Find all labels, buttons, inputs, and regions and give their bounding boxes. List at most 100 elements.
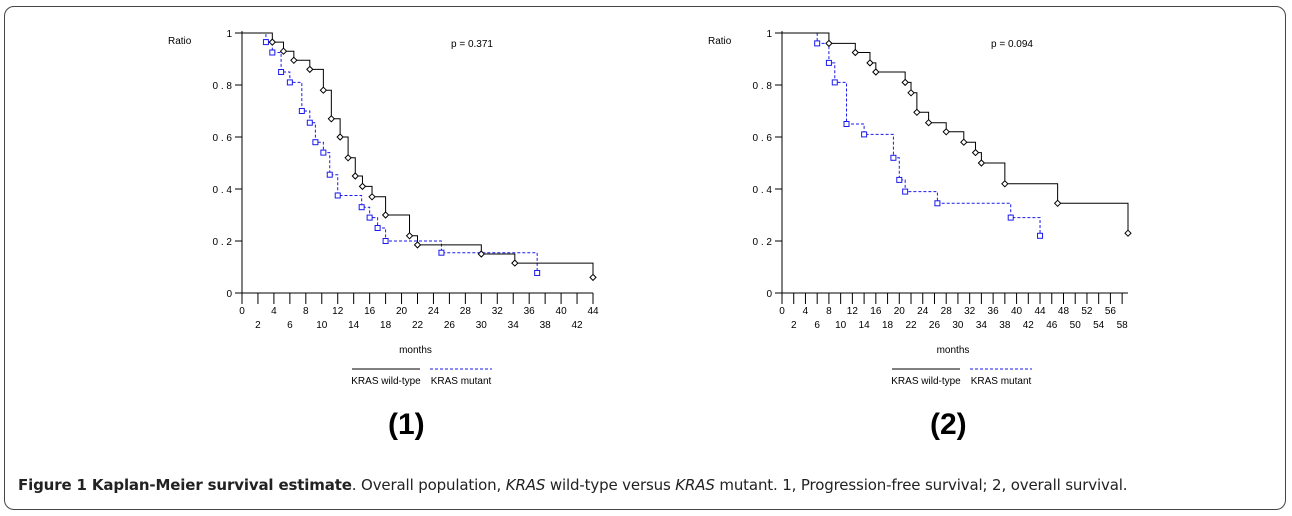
caption-italic-kras-1: KRAS [505, 476, 546, 494]
caption-title: Figure 1 Kaplan-Meier survival estimate [18, 476, 352, 494]
x-tick-label: 30 [952, 320, 964, 331]
mutant-event-marker [278, 69, 285, 75]
wild-type-event-marker [511, 259, 519, 267]
x-tick-label: 30 [476, 320, 488, 331]
wild-type-event-marker [589, 273, 597, 282]
p-value-annotation: p = 0.094 [991, 39, 1033, 50]
x-tick-label: 28 [460, 306, 472, 317]
y-tick-label: 0 [226, 289, 232, 300]
wild-type-event-marker [327, 115, 336, 123]
wild-type-event-marker [268, 38, 277, 46]
y-axis-label: Ratio [168, 36, 192, 47]
x-tick-label: 4 [271, 306, 277, 317]
legend-wild-type-label: KRAS wild-type [351, 376, 421, 387]
y-tick-label: 0 . 6 [213, 133, 233, 144]
mutant-event-marker [286, 79, 293, 86]
y-tick-label: 0 [766, 289, 772, 300]
y-tick-label: 1 [766, 29, 772, 40]
x-tick-label: 42 [571, 320, 583, 331]
x-tick-label: 36 [988, 306, 1000, 317]
x-tick-label: 32 [492, 306, 504, 317]
x-tick-label: 36 [524, 306, 536, 317]
x-tick-label: 52 [1081, 306, 1093, 317]
mutant-event-marker [534, 269, 541, 276]
x-tick-label: 10 [835, 320, 847, 331]
y-tick-label: 0 . 4 [753, 185, 773, 196]
mutant-event-marker [269, 49, 276, 56]
x-tick-label: 2 [255, 320, 261, 331]
mutant-event-marker [262, 39, 269, 46]
x-tick-label: 46 [1046, 320, 1058, 331]
caption-text-b: wild-type versus [545, 476, 676, 494]
x-tick-label: 56 [1105, 306, 1117, 317]
x-tick-label: 2 [791, 320, 797, 331]
wild-type-event-marker [413, 241, 422, 249]
legend-wild-type-label: KRAS wild-type [891, 376, 961, 387]
x-tick-label: 14 [859, 320, 871, 331]
x-tick-label: 32 [964, 306, 976, 317]
panel-label-2: (2) [930, 408, 967, 441]
x-tick-label: 40 [556, 306, 568, 317]
x-tick-label: 12 [847, 306, 859, 317]
wild-type-survival-curve [242, 32, 594, 278]
wild-type-event-marker [306, 65, 314, 74]
mutant-event-marker [366, 214, 373, 221]
y-tick-label: 0 . 2 [753, 237, 773, 248]
figure-caption: Figure 1 Kaplan-Meier survival estimate.… [18, 476, 1280, 494]
mutant-event-marker [861, 131, 868, 138]
wild-type-event-marker [336, 133, 344, 141]
wild-type-event-marker [960, 138, 968, 146]
p-value-annotation: p = 0.371 [451, 39, 493, 50]
x-axis-label: months [937, 345, 970, 356]
wild-type-event-marker [1053, 199, 1062, 208]
x-tick-label: 24 [917, 306, 929, 317]
x-tick-label: 4 [803, 306, 809, 317]
x-tick-label: 10 [316, 320, 328, 331]
x-tick-label: 8 [826, 306, 832, 317]
x-tick-label: 20 [894, 306, 906, 317]
x-tick-label: 18 [882, 320, 894, 331]
wild-type-event-marker [901, 78, 909, 87]
x-tick-label: 6 [814, 320, 820, 331]
x-tick-label: 48 [1058, 306, 1070, 317]
wild-type-survival-curve [782, 32, 1129, 234]
caption-text-a: . Overall population, [351, 476, 506, 494]
mutant-event-marker [1037, 232, 1044, 239]
x-tick-label: 0 [779, 306, 785, 317]
x-tick-label: 28 [941, 306, 953, 317]
wild-type-event-marker [851, 48, 860, 57]
mutant-event-marker [312, 139, 319, 146]
mutant-event-marker [896, 176, 903, 183]
x-tick-label: 18 [380, 320, 392, 331]
x-tick-label: 22 [412, 320, 424, 331]
caption-text-c: mutant. 1, Progression-free survival; 2,… [714, 476, 1128, 494]
wild-type-event-marker [344, 154, 352, 162]
wild-type-event-marker [290, 56, 298, 65]
legend-mutant-label: KRAS mutant [431, 376, 492, 387]
mutant-event-marker [814, 40, 821, 47]
chart-legend: KRAS wild-type KRAS mutant [351, 368, 492, 387]
caption-italic-kras-2: KRAS [675, 476, 715, 494]
panel-label-1: (1) [388, 408, 425, 441]
wild-type-event-marker [381, 211, 390, 219]
wild-type-event-marker [913, 108, 921, 117]
y-tick-label: 0 . 8 [213, 81, 233, 92]
wild-type-event-marker [358, 182, 367, 191]
mutant-event-marker [326, 171, 333, 178]
mutant-event-marker [306, 119, 313, 126]
mutant-event-marker [320, 149, 327, 156]
x-tick-label: 58 [1117, 320, 1129, 331]
x-tick-label: 40 [1011, 306, 1023, 317]
mutant-event-marker [374, 225, 381, 231]
x-tick-label: 14 [348, 320, 360, 331]
wild-type-event-marker [971, 148, 980, 157]
y-axis-label: Ratio [708, 36, 732, 47]
mutant-event-marker [825, 59, 832, 66]
wild-type-event-marker [977, 159, 986, 167]
x-tick-label: 44 [1034, 306, 1046, 317]
x-tick-label: 38 [540, 320, 552, 331]
x-tick-label: 16 [870, 306, 882, 317]
x-axis-label: months [399, 345, 432, 356]
chart-legend: KRAS wild-type KRAS mutant [891, 368, 1032, 387]
wild-type-event-marker [405, 232, 414, 240]
